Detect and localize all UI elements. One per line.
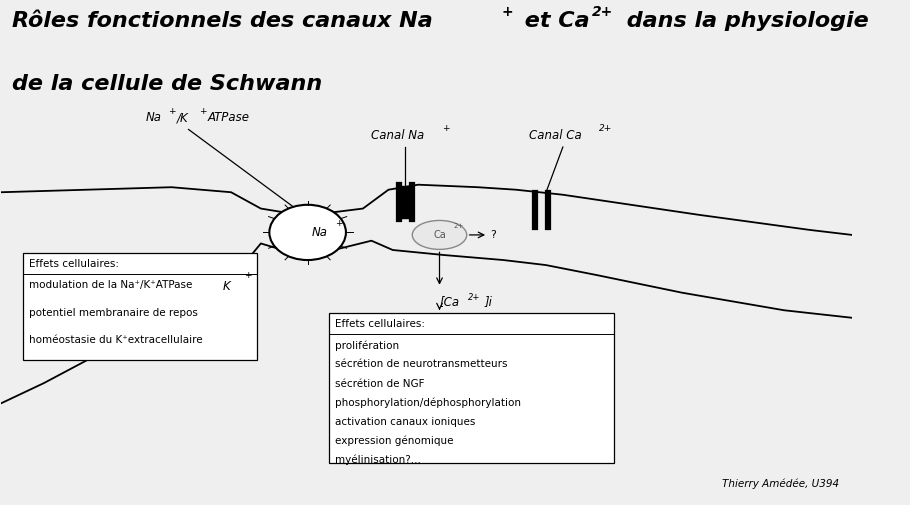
Text: de la cellule de Schwann: de la cellule de Schwann bbox=[13, 74, 323, 94]
Text: /K: /K bbox=[177, 112, 188, 124]
Text: ATPase: ATPase bbox=[208, 112, 250, 124]
Text: phosphorylation/déphosphorylation: phosphorylation/déphosphorylation bbox=[335, 397, 521, 408]
Text: modulation de la Na⁺/K⁺ATPase: modulation de la Na⁺/K⁺ATPase bbox=[28, 280, 192, 290]
Text: +: + bbox=[244, 271, 251, 280]
Text: 2+: 2+ bbox=[453, 223, 463, 229]
Text: Canal Na: Canal Na bbox=[371, 129, 425, 142]
Text: sécrétion de NGF: sécrétion de NGF bbox=[335, 379, 424, 388]
Text: 2+: 2+ bbox=[468, 293, 480, 301]
Text: expression génomique: expression génomique bbox=[335, 436, 453, 446]
Text: +: + bbox=[501, 6, 513, 19]
Text: homéostasie du K⁺extracellulaire: homéostasie du K⁺extracellulaire bbox=[28, 335, 202, 345]
Text: +: + bbox=[168, 108, 176, 116]
Text: +: + bbox=[442, 124, 450, 133]
Text: dans la physiologie: dans la physiologie bbox=[619, 12, 869, 31]
Text: 2+: 2+ bbox=[600, 124, 612, 133]
Text: myélinisation?...: myélinisation?... bbox=[335, 455, 420, 466]
Text: Na: Na bbox=[146, 112, 162, 124]
Text: K: K bbox=[223, 280, 230, 293]
Text: Ca: Ca bbox=[433, 230, 446, 240]
Text: Rôles fonctionnels des canaux Na: Rôles fonctionnels des canaux Na bbox=[13, 12, 433, 31]
Text: Thierry Amédée, U394: Thierry Amédée, U394 bbox=[723, 478, 839, 488]
Text: Canal Ca: Canal Ca bbox=[529, 129, 581, 142]
Text: +: + bbox=[198, 108, 207, 116]
Text: prolifération: prolifération bbox=[335, 340, 399, 351]
Text: [Ca: [Ca bbox=[440, 295, 460, 308]
Text: +: + bbox=[335, 219, 342, 228]
Text: ?: ? bbox=[490, 230, 497, 240]
Text: sécrétion de neurotransmetteurs: sécrétion de neurotransmetteurs bbox=[335, 360, 508, 370]
Text: 2+: 2+ bbox=[592, 6, 613, 19]
Text: potentiel membranaire de repos: potentiel membranaire de repos bbox=[28, 308, 197, 318]
Text: Na: Na bbox=[312, 226, 328, 239]
FancyBboxPatch shape bbox=[329, 313, 614, 464]
Ellipse shape bbox=[269, 205, 346, 260]
Ellipse shape bbox=[412, 221, 467, 249]
Text: activation canaux ioniques: activation canaux ioniques bbox=[335, 417, 475, 427]
FancyBboxPatch shape bbox=[23, 252, 257, 361]
Text: et Ca: et Ca bbox=[517, 12, 590, 31]
Text: ]i: ]i bbox=[485, 295, 492, 308]
Text: Effets cellulaires:: Effets cellulaires: bbox=[335, 319, 425, 329]
Text: Effets cellulaires:: Effets cellulaires: bbox=[28, 259, 118, 269]
